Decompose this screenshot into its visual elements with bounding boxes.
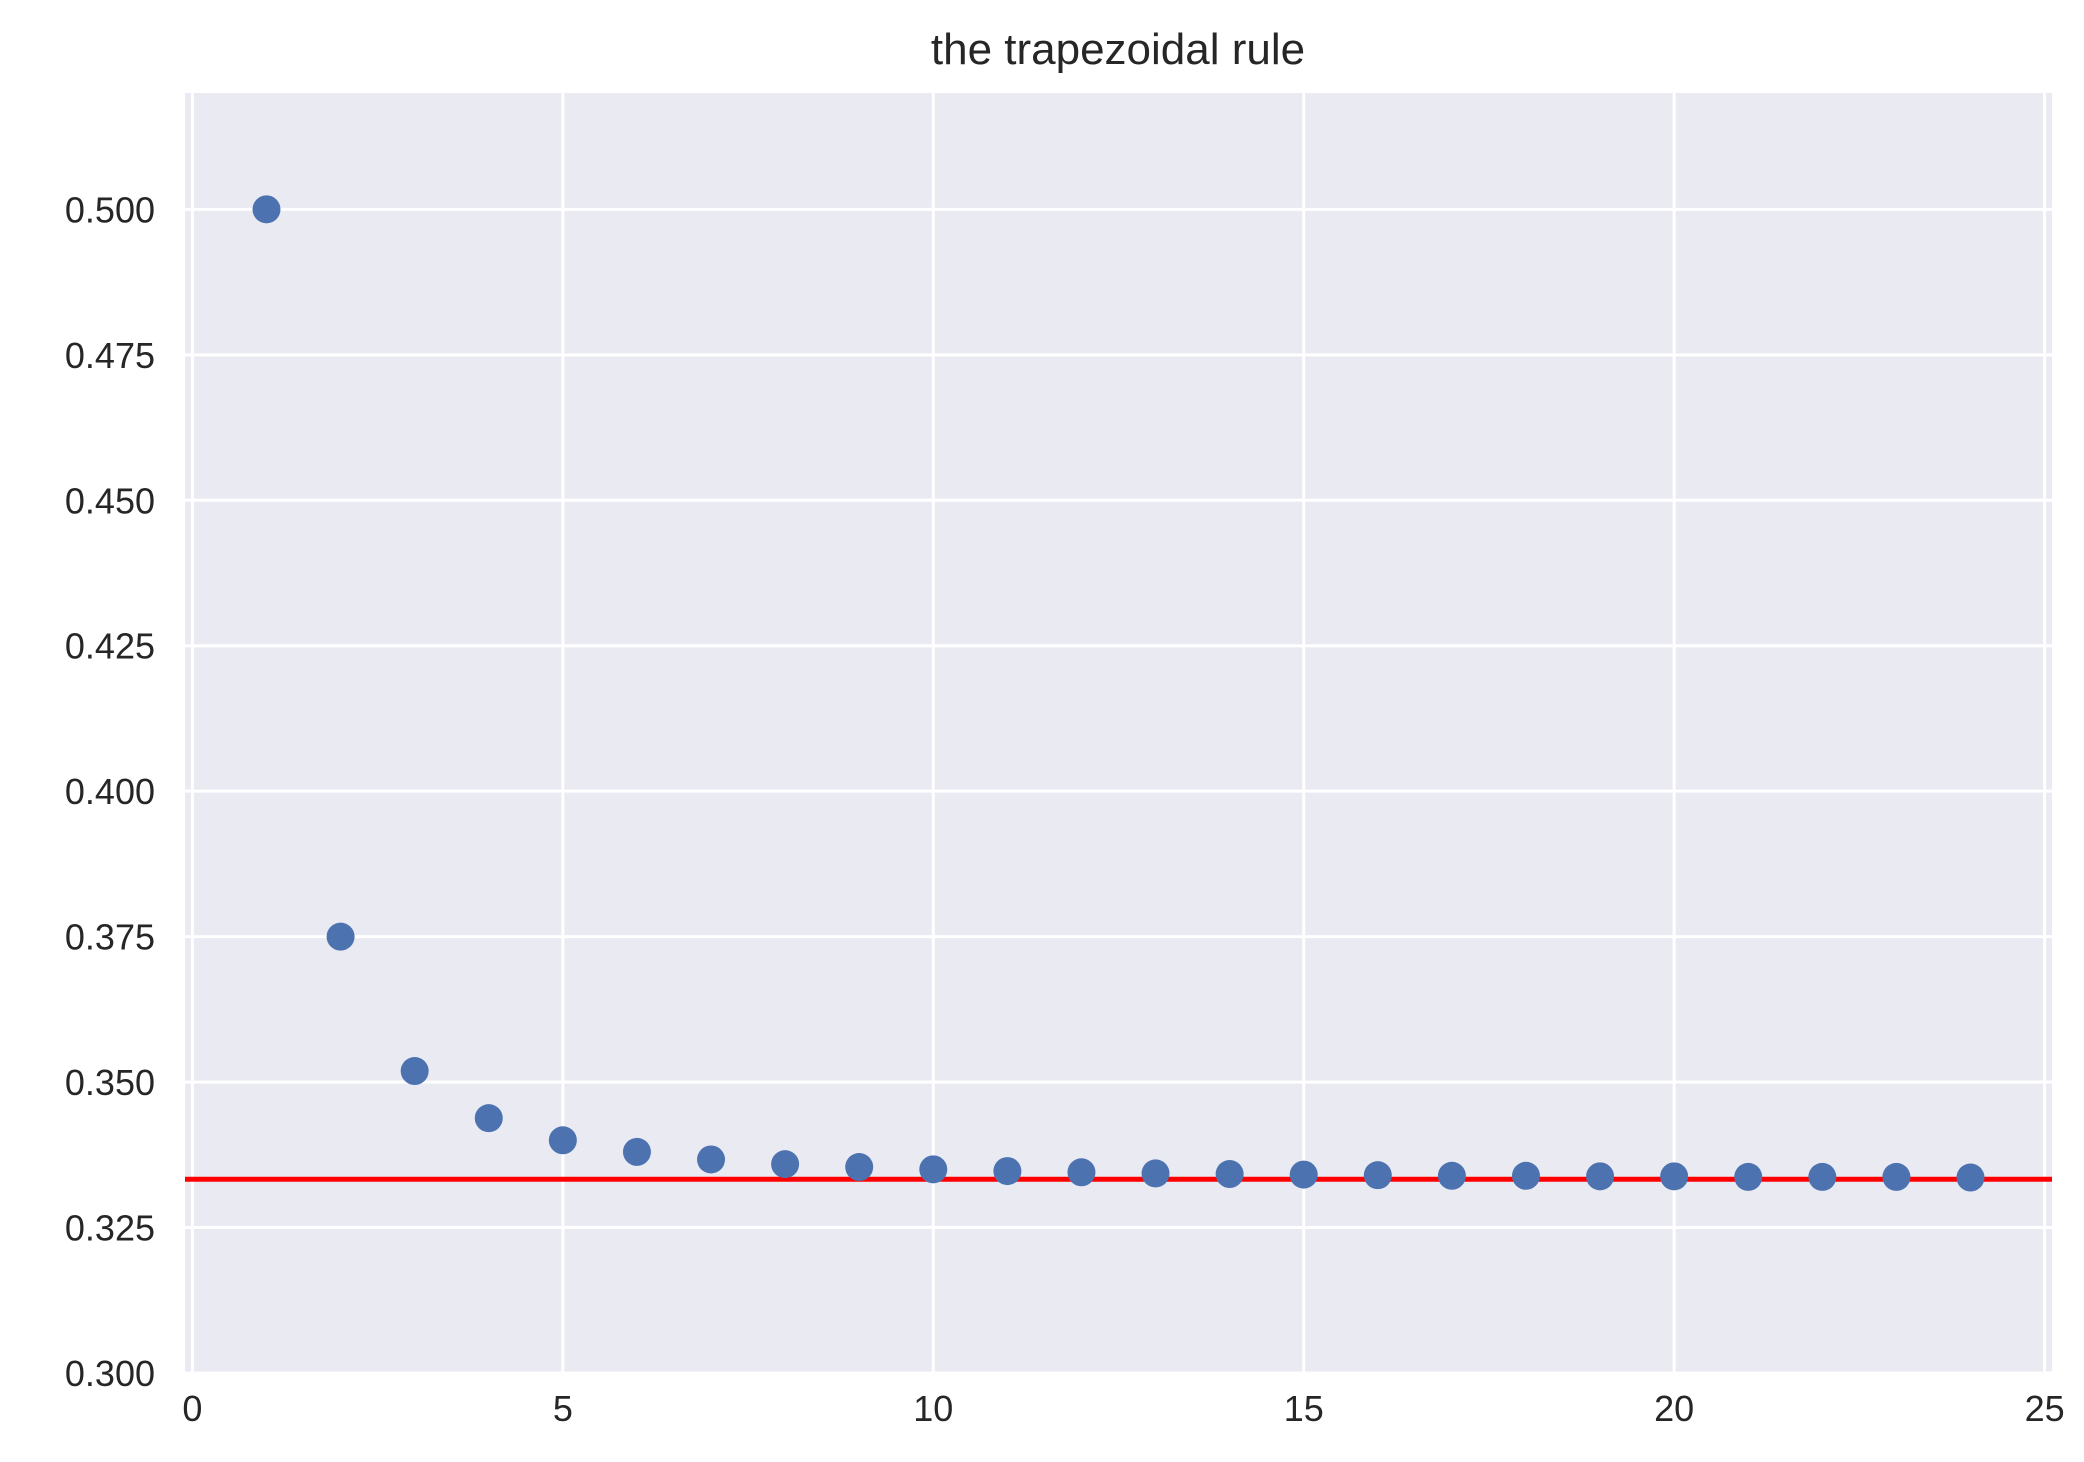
data-point xyxy=(1289,1160,1318,1189)
data-point xyxy=(252,195,281,224)
y-tick-label: 0.325 xyxy=(65,1208,155,1249)
y-tick-label: 0.475 xyxy=(65,335,155,376)
x-tick-label: 0 xyxy=(182,1388,202,1429)
data-point xyxy=(1734,1162,1763,1191)
data-points xyxy=(252,195,1985,1192)
data-point xyxy=(1363,1161,1392,1190)
data-point xyxy=(845,1153,874,1182)
grid-lines xyxy=(185,93,2052,1375)
data-point xyxy=(1511,1161,1540,1190)
data-point xyxy=(548,1126,577,1155)
y-tick-label: 0.450 xyxy=(65,480,155,521)
data-point xyxy=(1882,1162,1911,1191)
data-point xyxy=(993,1157,1022,1186)
y-tick-label: 0.400 xyxy=(65,771,155,812)
y-tick-labels: 0.300 0.325 0.350 0.375 0.400 0.425 0.450 0.475… xyxy=(65,189,155,1394)
data-point xyxy=(1067,1158,1096,1187)
data-point xyxy=(474,1104,503,1133)
x-tick-label: 15 xyxy=(1284,1388,1324,1429)
plot-area xyxy=(185,93,2052,1373)
data-point xyxy=(1437,1161,1466,1190)
data-point xyxy=(400,1057,429,1086)
data-point xyxy=(1215,1160,1244,1189)
y-tick-label: 0.300 xyxy=(65,1353,155,1394)
data-point xyxy=(1141,1159,1170,1188)
data-point xyxy=(1586,1162,1615,1191)
y-tick-label: 0.500 xyxy=(65,189,155,230)
x-tick-label: 25 xyxy=(2025,1388,2065,1429)
data-point xyxy=(919,1155,948,1184)
x-tick-labels: 0 5 10 15 20 25 xyxy=(182,1388,2064,1429)
data-point xyxy=(1956,1163,1985,1192)
chart-title: the trapezoidal rule xyxy=(931,25,1305,74)
y-tick-label: 0.350 xyxy=(65,1062,155,1103)
x-tick-label: 10 xyxy=(913,1388,953,1429)
x-tick-label: 5 xyxy=(553,1388,573,1429)
data-point xyxy=(1660,1162,1689,1191)
data-point xyxy=(697,1145,726,1174)
data-point xyxy=(326,922,355,951)
data-point xyxy=(771,1150,800,1179)
data-point xyxy=(1808,1162,1837,1191)
y-tick-label: 0.375 xyxy=(65,917,155,958)
y-tick-label: 0.425 xyxy=(65,626,155,667)
data-point xyxy=(622,1137,651,1166)
x-tick-label: 20 xyxy=(1654,1388,1694,1429)
